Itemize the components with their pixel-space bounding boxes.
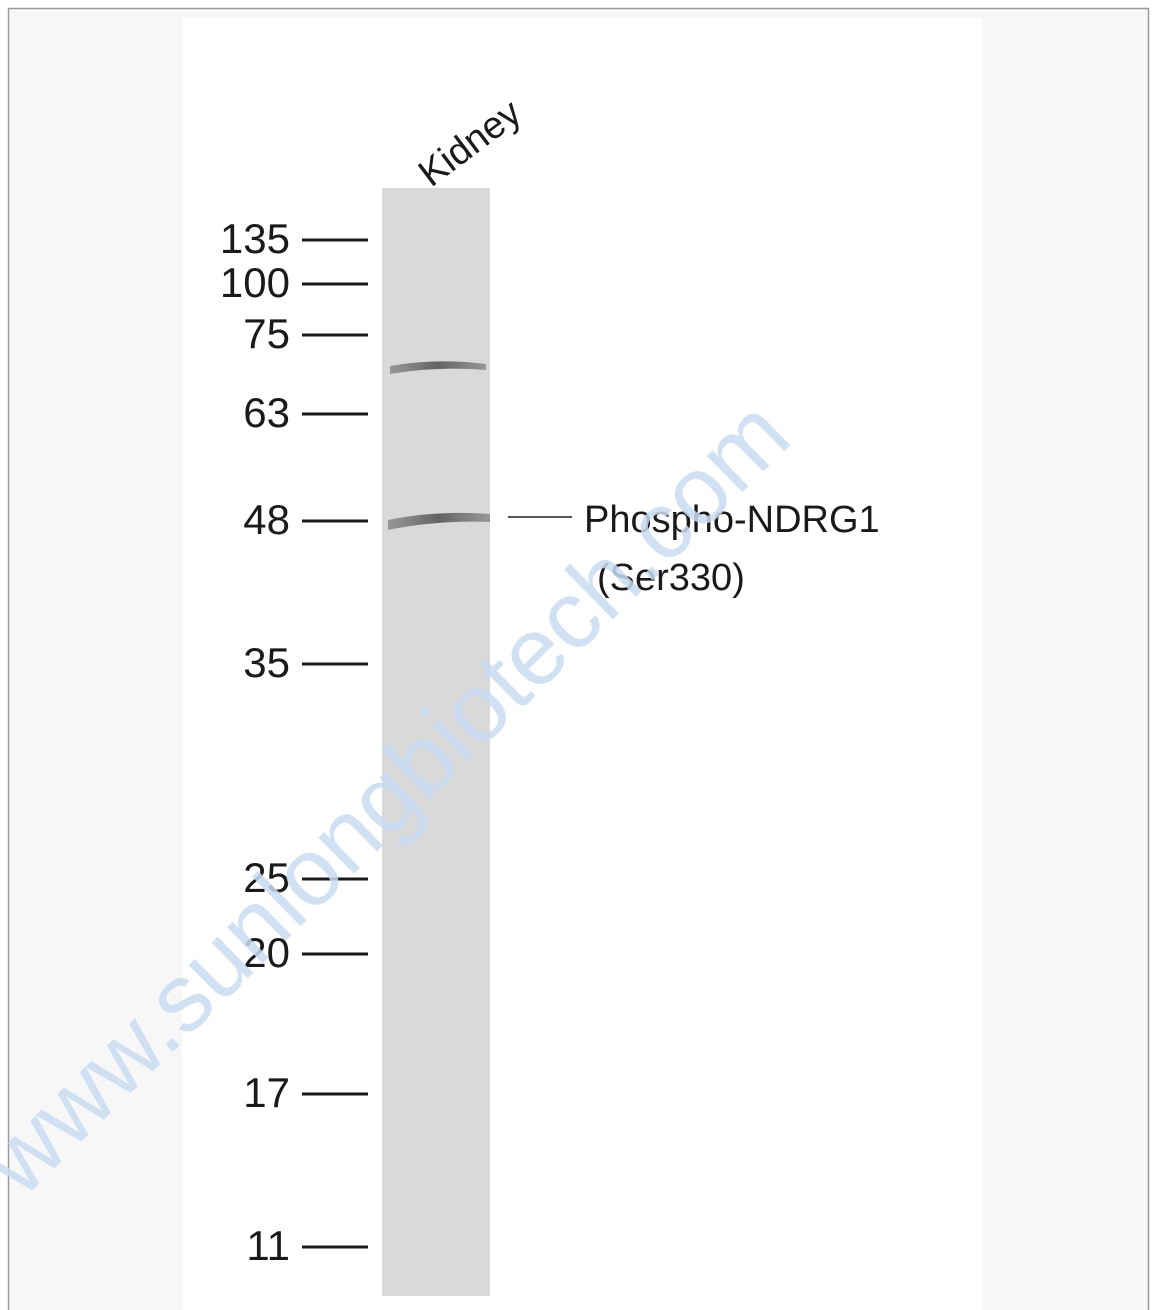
marker-label: 11: [246, 1222, 290, 1269]
marker-label: 100: [220, 259, 290, 306]
page: Kidney Phospho-NDRG1 (Ser330) 1351007563…: [0, 0, 1157, 1310]
marker-label: 135: [220, 215, 290, 262]
marker-label: 35: [243, 639, 290, 686]
figure: Kidney Phospho-NDRG1 (Ser330) 1351007563…: [0, 0, 1157, 1310]
marker-label: 48: [243, 496, 290, 543]
marker-label: 75: [243, 310, 290, 357]
marker-label: 17: [243, 1069, 290, 1116]
marker-label: 63: [243, 389, 290, 436]
